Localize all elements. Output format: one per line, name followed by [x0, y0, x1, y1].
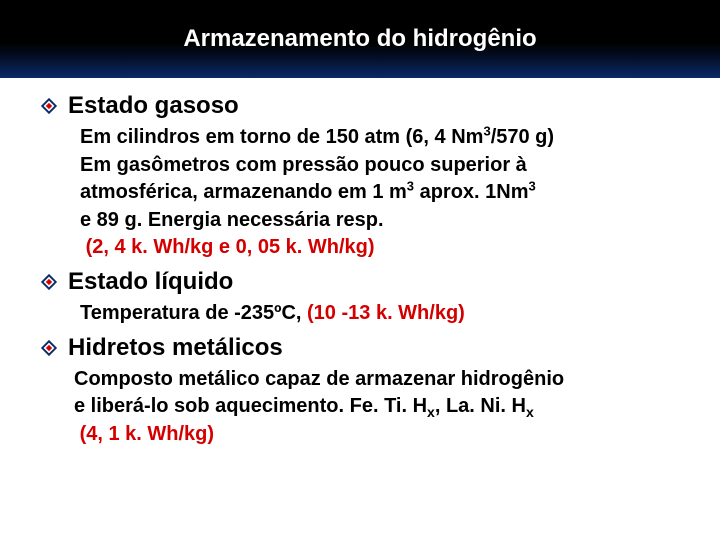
section-hidretos: Hidretos metálicos Composto metálico cap… — [44, 334, 692, 449]
body-line: Em cilindros em torno de 150 atm (6, 4 N… — [80, 124, 692, 152]
section-liquido: Estado líquido Temperatura de -235ºC, (1… — [44, 268, 692, 328]
subscript: x — [427, 404, 435, 420]
highlight-text: (2, 4 k. Wh/kg e 0, 05 k. Wh/kg) — [86, 236, 375, 258]
page-title: Armazenamento do hidrogênio — [183, 25, 536, 53]
section-body: Temperatura de -235ºC, (10 -13 k. Wh/kg) — [44, 296, 692, 328]
highlight-text: (10 -13 k. Wh/kg) — [307, 302, 465, 324]
text-fragment: e liberá-lo sob aquecimento. Fe. Ti. H — [74, 395, 427, 417]
section-body: Em cilindros em torno de 150 atm (6, 4 N… — [44, 120, 692, 262]
section-header: Hidretos metálicos — [44, 334, 692, 362]
section-title: Hidretos metálicos — [68, 334, 283, 362]
diamond-bullet-icon — [40, 97, 58, 115]
superscript: 3 — [529, 179, 536, 194]
body-line: Temperatura de -235ºC, (10 -13 k. Wh/kg) — [80, 300, 692, 328]
text-fragment: , La. Ni. H — [435, 395, 526, 417]
text-fragment: Em cilindros em torno de 150 atm (6, 4 N… — [80, 126, 483, 148]
body-line: Composto metálico capaz de armazenar hid… — [74, 366, 692, 394]
superscript: 3 — [483, 123, 490, 138]
text-fragment: /570 g) — [491, 126, 554, 148]
section-title: Estado gasoso — [68, 92, 239, 120]
content-area: Estado gasoso Em cilindros em torno de 1… — [0, 78, 720, 448]
body-line: e 89 g. Energia necessária resp. — [80, 207, 692, 235]
body-line: (2, 4 k. Wh/kg e 0, 05 k. Wh/kg) — [80, 234, 692, 262]
title-bar: Armazenamento do hidrogênio — [0, 0, 720, 78]
text-fragment: Temperatura de -235ºC, — [80, 302, 307, 324]
body-line: (4, 1 k. Wh/kg) — [74, 421, 692, 449]
text-fragment: atmosférica, armazenando em 1 m — [80, 181, 407, 203]
superscript: 3 — [407, 179, 414, 194]
text-fragment: aprox. 1Nm — [414, 181, 528, 203]
section-header: Estado líquido — [44, 268, 692, 296]
highlight-text: (4, 1 k. Wh/kg) — [80, 423, 214, 445]
section-gasoso: Estado gasoso Em cilindros em torno de 1… — [44, 92, 692, 262]
section-header: Estado gasoso — [44, 92, 692, 120]
diamond-bullet-icon — [40, 339, 58, 357]
section-body: Composto metálico capaz de armazenar hid… — [44, 362, 692, 449]
section-title: Estado líquido — [68, 268, 233, 296]
body-line: Em gasômetros com pressão pouco superior… — [80, 152, 692, 180]
subscript: x — [526, 404, 534, 420]
body-line: e liberá-lo sob aquecimento. Fe. Ti. Hx,… — [74, 393, 692, 421]
diamond-bullet-icon — [40, 273, 58, 291]
body-line: atmosférica, armazenando em 1 m3 aprox. … — [80, 179, 692, 207]
